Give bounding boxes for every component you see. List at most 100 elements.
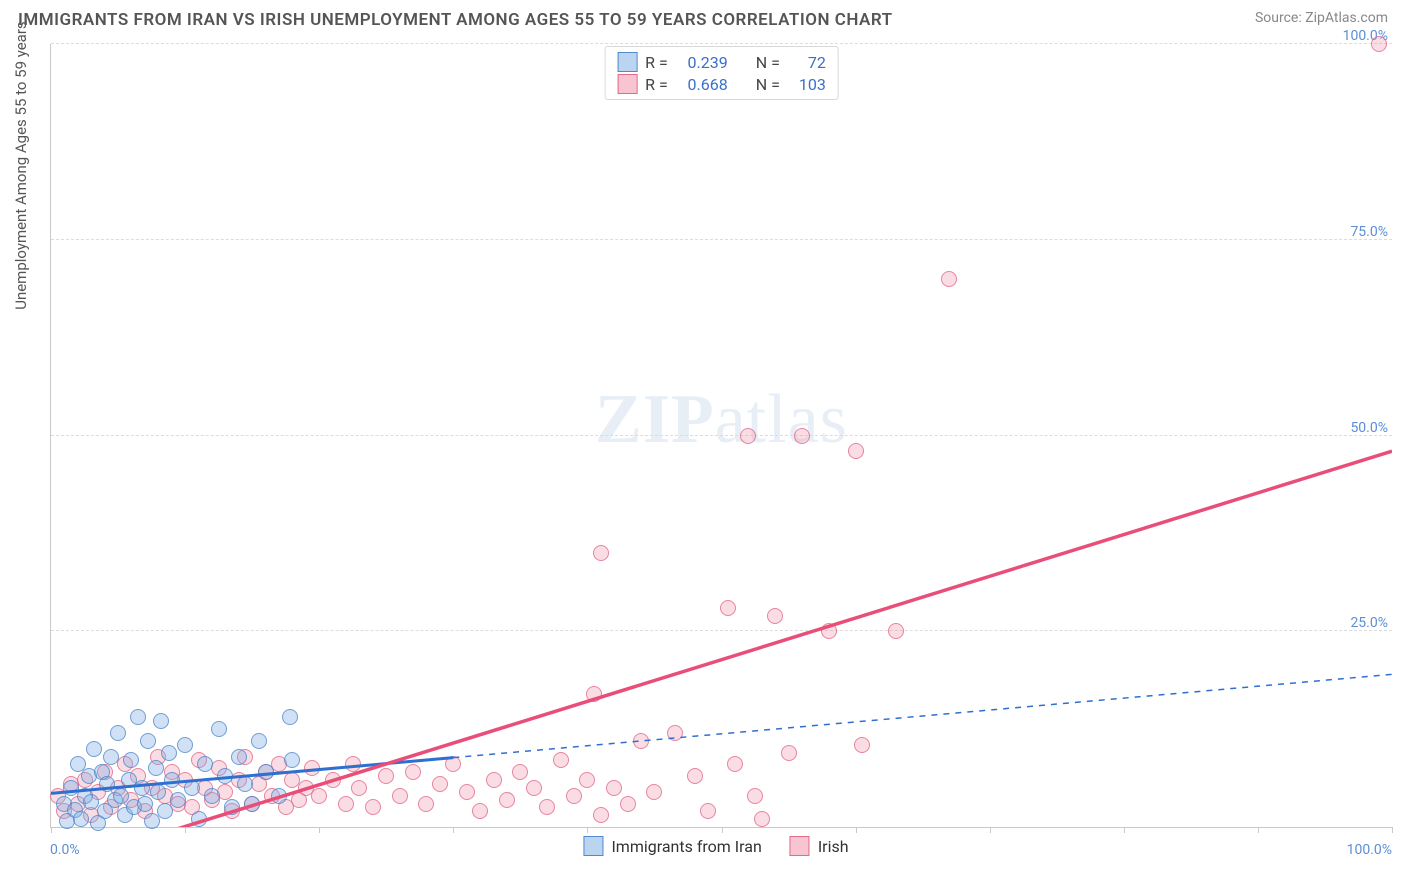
scatter-point: [392, 788, 408, 804]
scatter-point: [231, 749, 247, 765]
gridline: [51, 630, 1392, 631]
gridline: [51, 435, 1392, 436]
scatter-point: [405, 764, 421, 780]
scatter-point: [197, 756, 213, 772]
scatter-point: [73, 811, 89, 827]
scatter-point: [593, 545, 609, 561]
scatter-point: [99, 776, 115, 792]
scatter-point: [177, 737, 193, 753]
scatter-point: [472, 803, 488, 819]
scatter-point: [338, 796, 354, 812]
scatter-point: [345, 756, 361, 772]
scatter-point: [157, 803, 173, 819]
scatter-point: [854, 737, 870, 753]
x-tick: [990, 827, 991, 833]
scatter-point: [888, 623, 904, 639]
x-tick: [856, 827, 857, 833]
x-tick: [1392, 827, 1393, 833]
scatter-point: [848, 443, 864, 459]
scatter-point: [137, 796, 153, 812]
legend-row: R = 0.668 N = 103: [617, 73, 826, 95]
chart-area: Unemployment Among Ages 55 to 59 years Z…: [40, 44, 1392, 864]
watermark: ZIPatlas: [595, 380, 848, 460]
legend-n-label: N =: [756, 75, 780, 94]
scatter-point: [378, 768, 394, 784]
scatter-point: [747, 788, 763, 804]
y-tick-label: 25.0%: [1350, 615, 1388, 631]
scatter-point: [646, 784, 662, 800]
x-tick-label: 0.0%: [50, 842, 80, 858]
scatter-point: [271, 788, 287, 804]
scatter-point: [667, 725, 683, 741]
scatter-point: [282, 709, 298, 725]
scatter-point: [512, 764, 528, 780]
scatter-point: [204, 788, 220, 804]
scatter-point: [237, 776, 253, 792]
scatter-point: [445, 756, 461, 772]
scatter-point: [459, 784, 475, 800]
correlation-legend: R = 0.239 N = 72 R = 0.668 N = 103: [604, 46, 839, 100]
x-tick: [319, 827, 320, 833]
scatter-point: [566, 788, 582, 804]
scatter-point: [311, 788, 327, 804]
legend-r-value: 0.668: [676, 75, 728, 94]
scatter-point: [418, 796, 434, 812]
y-tick-label: 75.0%: [1350, 224, 1388, 240]
legend-row: R = 0.239 N = 72: [617, 51, 826, 73]
scatter-point: [526, 780, 542, 796]
legend-n-value: 72: [788, 53, 826, 72]
scatter-point: [170, 792, 186, 808]
x-tick: [1124, 827, 1125, 833]
scatter-point: [110, 725, 126, 741]
scatter-point: [224, 799, 240, 815]
scatter-point: [553, 752, 569, 768]
gridline: [51, 43, 1392, 44]
legend-r-label: R =: [645, 75, 668, 94]
scatter-point: [148, 760, 164, 776]
legend-r-label: R =: [645, 53, 668, 72]
scatter-point: [687, 768, 703, 784]
series-legend: Immigrants from Iran Irish: [583, 836, 848, 856]
scatter-point: [284, 752, 300, 768]
legend-n-label: N =: [756, 53, 780, 72]
scatter-point: [86, 741, 102, 757]
legend-n-value: 103: [788, 75, 826, 94]
scatter-point: [153, 713, 169, 729]
legend-swatch: [617, 52, 637, 72]
scatter-point: [184, 780, 200, 796]
scatter-point: [821, 623, 837, 639]
scatter-point: [325, 772, 341, 788]
scatter-point: [633, 733, 649, 749]
scatter-point: [499, 792, 515, 808]
scatter-point: [586, 686, 602, 702]
scatter-point: [432, 776, 448, 792]
legend-swatch: [790, 836, 810, 856]
y-tick-label: 50.0%: [1350, 420, 1388, 436]
scatter-point: [351, 780, 367, 796]
scatter-point: [700, 803, 716, 819]
plot-region: ZIPatlas R = 0.239 N = 72 R = 0.668 N = 103 25.…: [50, 44, 1392, 828]
scatter-point: [164, 772, 180, 788]
legend-swatch: [617, 74, 637, 94]
x-tick: [1258, 827, 1259, 833]
scatter-point: [251, 733, 267, 749]
legend-r-value: 0.239: [676, 53, 728, 72]
chart-title: IMMIGRANTS FROM IRAN VS IRISH UNEMPLOYME…: [18, 10, 893, 30]
scatter-point: [593, 807, 609, 823]
scatter-point: [620, 796, 636, 812]
scatter-point: [740, 428, 756, 444]
scatter-point: [304, 760, 320, 776]
scatter-point: [191, 811, 207, 827]
scatter-point: [103, 749, 119, 765]
x-tick: [185, 827, 186, 833]
scatter-point: [486, 772, 502, 788]
scatter-point: [365, 799, 381, 815]
legend-label: Irish: [818, 837, 849, 856]
x-tick: [722, 827, 723, 833]
scatter-point: [244, 796, 260, 812]
scatter-point: [217, 768, 233, 784]
legend-label: Immigrants from Iran: [611, 837, 761, 856]
scatter-point: [1371, 36, 1387, 52]
scatter-point: [161, 745, 177, 761]
x-tick: [587, 827, 588, 833]
